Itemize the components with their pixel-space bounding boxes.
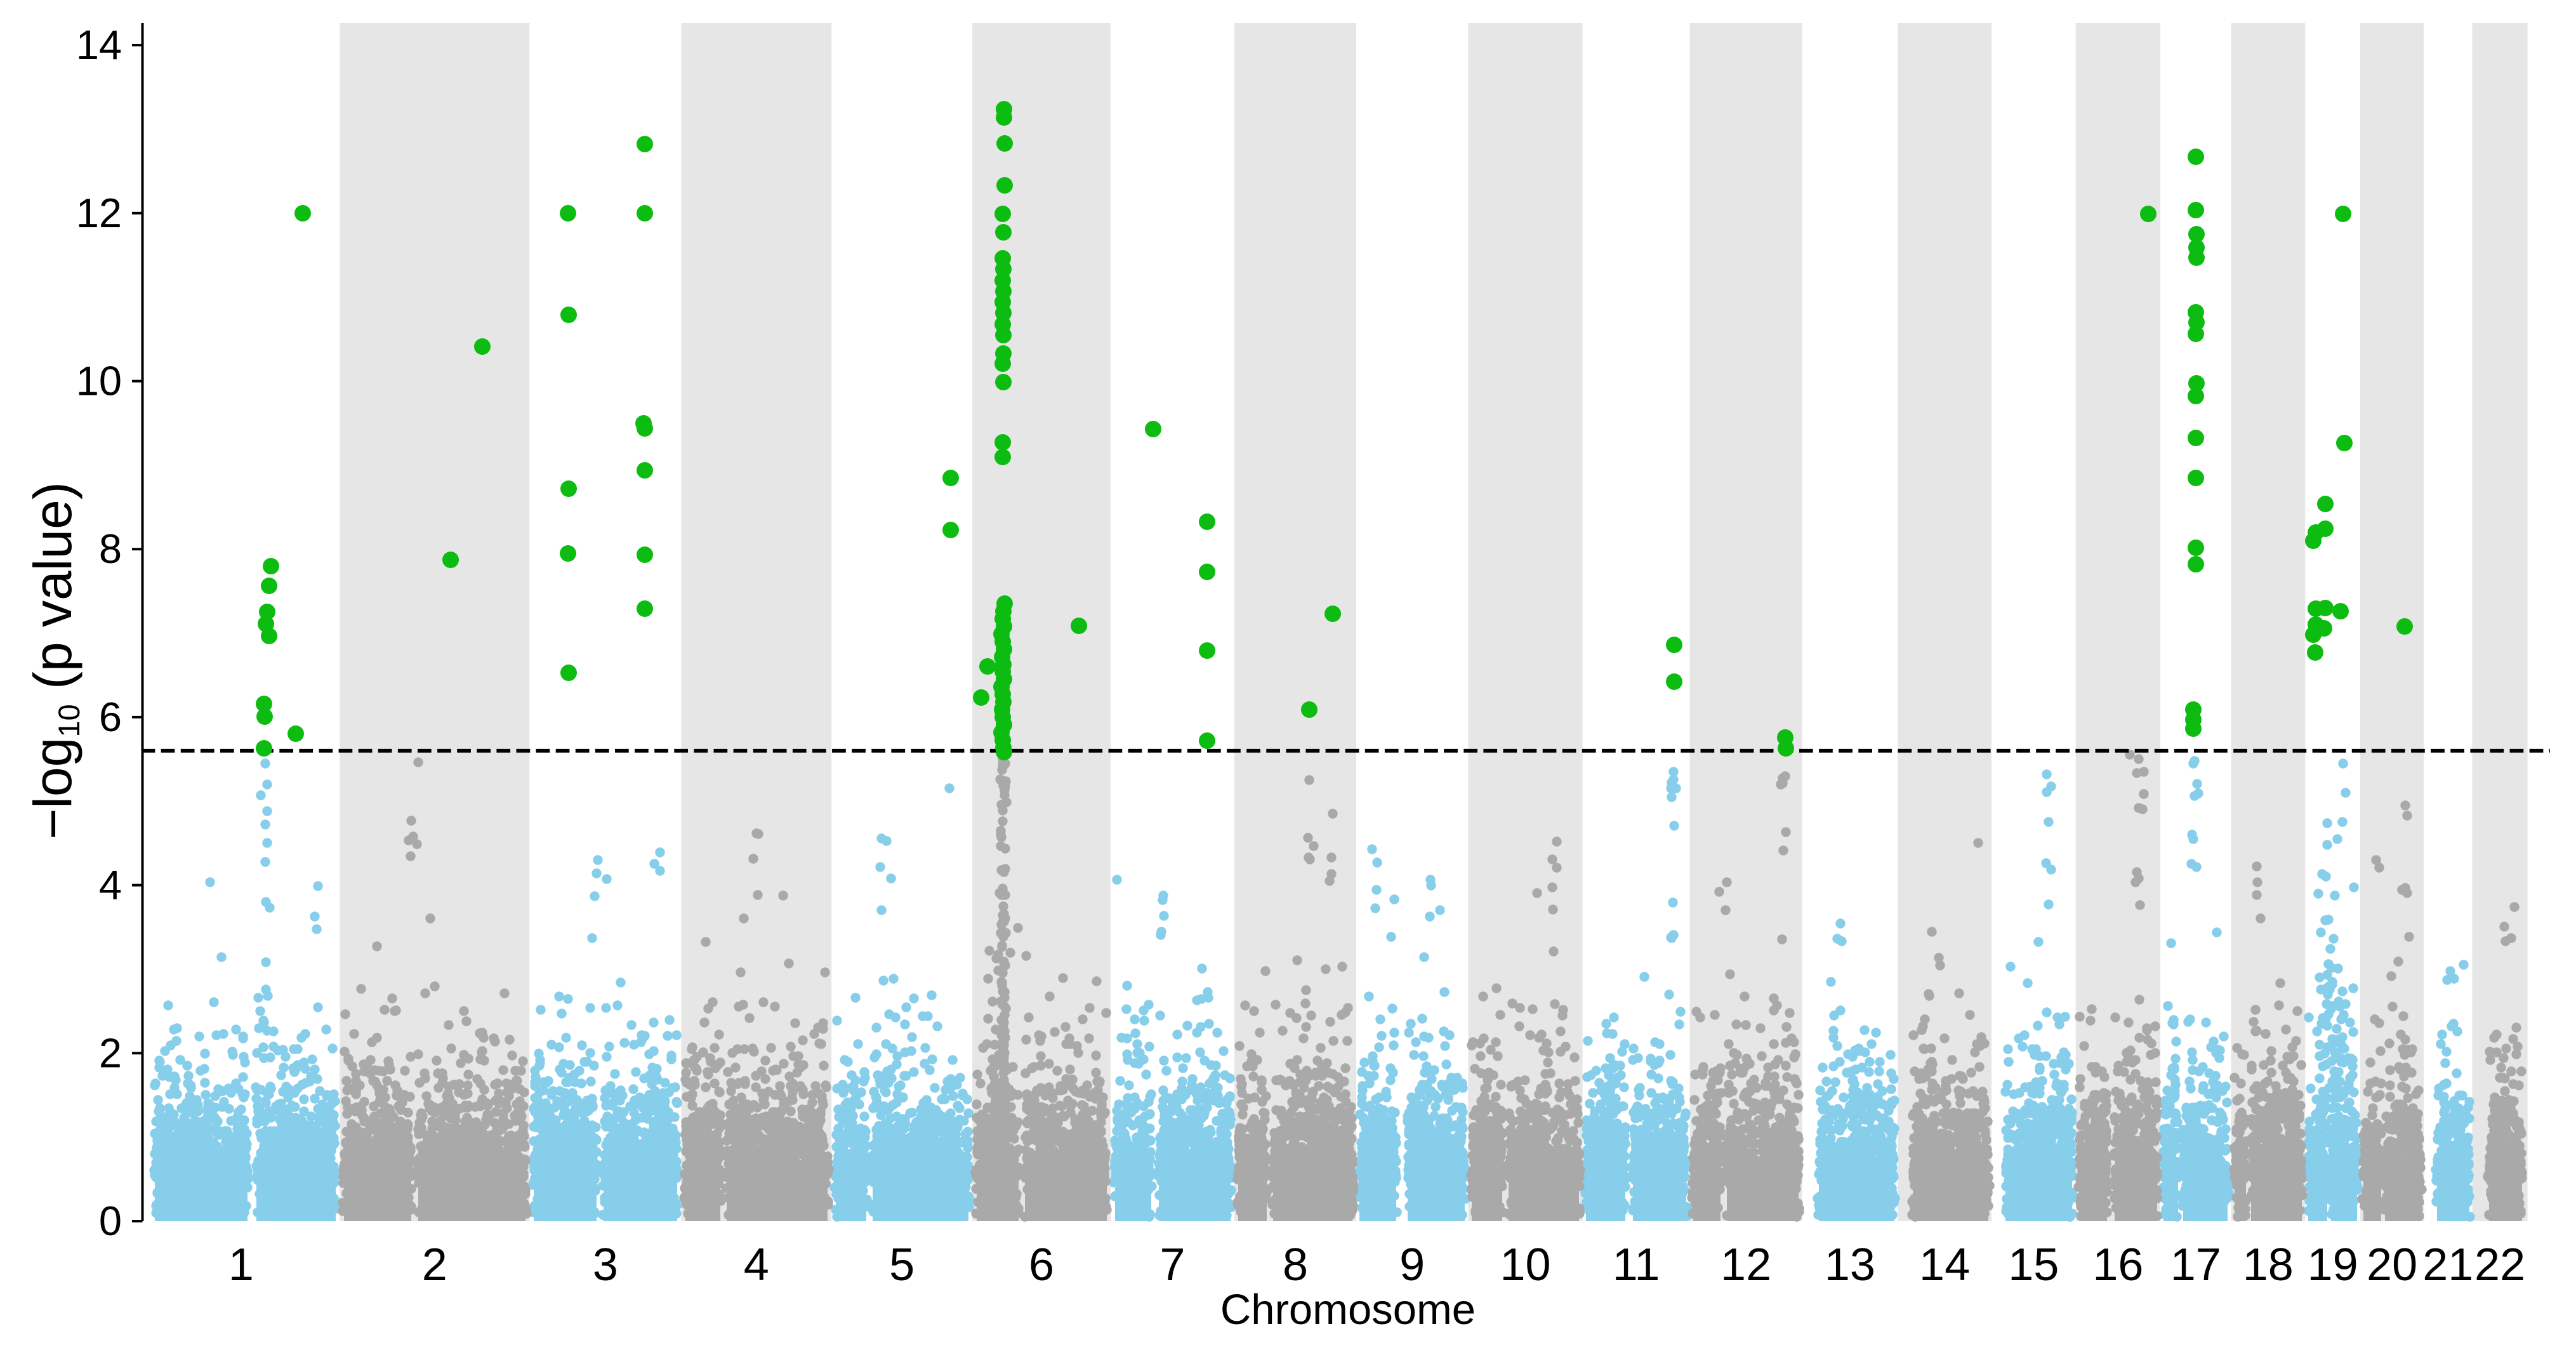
- svg-text:19: 19: [2308, 1240, 2358, 1290]
- svg-text:2: 2: [422, 1240, 447, 1290]
- svg-text:12: 12: [1721, 1240, 1771, 1290]
- svg-text:8: 8: [1283, 1240, 1308, 1290]
- svg-text:14: 14: [76, 22, 122, 68]
- svg-text:4: 4: [99, 862, 122, 908]
- svg-text:−log10 (p value): −log10 (p value): [23, 482, 86, 840]
- svg-text:0: 0: [99, 1198, 122, 1244]
- svg-text:22: 22: [2474, 1240, 2525, 1290]
- svg-text:5: 5: [889, 1240, 915, 1290]
- svg-text:20: 20: [2367, 1240, 2417, 1290]
- svg-text:4: 4: [744, 1240, 769, 1290]
- svg-text:8: 8: [99, 526, 122, 572]
- svg-text:10: 10: [76, 358, 122, 404]
- svg-text:9: 9: [1399, 1240, 1425, 1290]
- svg-text:6: 6: [99, 694, 122, 740]
- svg-text:18: 18: [2243, 1240, 2294, 1290]
- svg-text:16: 16: [2092, 1240, 2143, 1290]
- svg-text:15: 15: [2008, 1240, 2059, 1290]
- svg-text:10: 10: [1500, 1240, 1550, 1290]
- svg-text:13: 13: [1825, 1240, 1875, 1290]
- svg-text:7: 7: [1159, 1240, 1185, 1290]
- svg-text:17: 17: [2170, 1240, 2221, 1290]
- svg-text:21: 21: [2422, 1240, 2473, 1290]
- svg-text:14: 14: [1919, 1240, 1970, 1290]
- svg-text:12: 12: [76, 190, 122, 236]
- svg-text:2: 2: [99, 1029, 122, 1076]
- svg-text:3: 3: [593, 1240, 618, 1290]
- svg-text:6: 6: [1029, 1240, 1054, 1290]
- svg-text:Chromosome: Chromosome: [1220, 1286, 1476, 1333]
- svg-text:11: 11: [1613, 1240, 1660, 1290]
- svg-text:1: 1: [228, 1240, 254, 1290]
